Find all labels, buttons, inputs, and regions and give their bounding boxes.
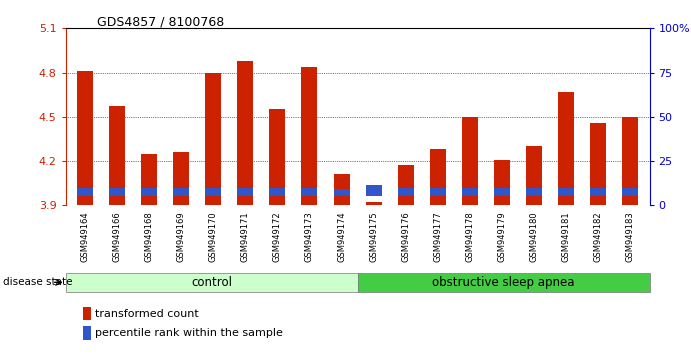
Bar xyxy=(623,117,638,205)
Bar xyxy=(269,188,285,196)
Bar xyxy=(109,107,125,205)
Bar xyxy=(462,117,478,205)
Bar xyxy=(269,109,285,205)
Bar xyxy=(558,92,574,205)
Text: control: control xyxy=(191,276,232,289)
Bar xyxy=(205,73,221,205)
Text: disease state: disease state xyxy=(3,277,73,287)
Bar xyxy=(334,174,350,205)
Bar xyxy=(430,149,446,205)
Bar xyxy=(590,188,606,196)
Bar xyxy=(141,188,157,196)
Bar xyxy=(77,188,93,196)
Bar xyxy=(237,61,254,205)
Bar xyxy=(558,188,574,196)
Bar xyxy=(366,202,381,205)
Bar xyxy=(526,146,542,205)
Bar xyxy=(237,188,254,196)
Text: GDS4857 / 8100768: GDS4857 / 8100768 xyxy=(97,16,224,29)
Bar xyxy=(494,160,510,205)
Bar xyxy=(141,154,157,205)
Bar xyxy=(526,188,542,196)
Bar xyxy=(173,188,189,196)
Text: obstructive sleep apnea: obstructive sleep apnea xyxy=(433,276,575,289)
Bar xyxy=(77,71,93,205)
Bar xyxy=(205,188,221,196)
Bar xyxy=(301,188,317,196)
Bar xyxy=(623,188,638,196)
Bar xyxy=(462,188,478,196)
Bar xyxy=(109,188,125,196)
Text: transformed count: transformed count xyxy=(95,309,199,319)
Bar xyxy=(590,123,606,205)
Bar xyxy=(334,189,350,196)
Bar xyxy=(430,188,446,196)
Bar xyxy=(173,152,189,205)
Bar xyxy=(398,188,414,196)
Bar xyxy=(301,67,317,205)
Bar xyxy=(366,185,381,196)
Bar xyxy=(398,166,414,205)
Bar xyxy=(494,188,510,196)
Text: percentile rank within the sample: percentile rank within the sample xyxy=(95,328,283,338)
